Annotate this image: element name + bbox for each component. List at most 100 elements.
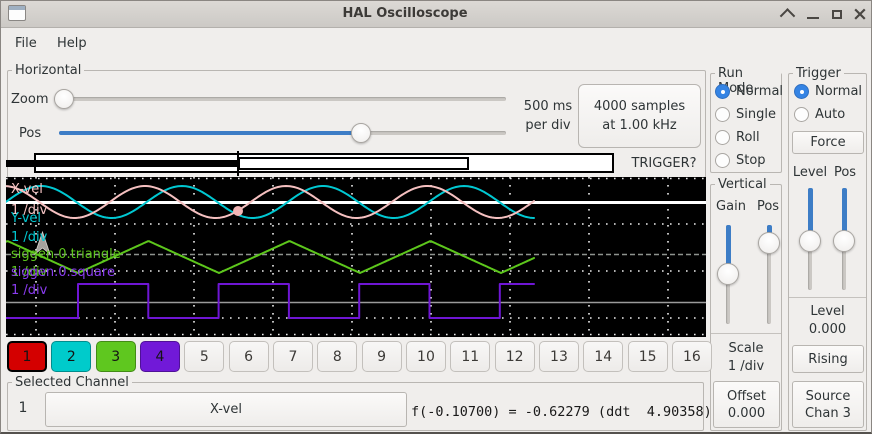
run-mode-single-radio-icon[interactable]	[715, 107, 730, 122]
pos-slider-handle[interactable]	[351, 123, 371, 143]
horizontal-frame-label: Horizontal	[12, 63, 85, 78]
maximize-button[interactable]	[825, 1, 849, 27]
channel-button-2[interactable]: 2	[51, 341, 92, 372]
minimize-button[interactable]	[801, 1, 825, 27]
vertical-offset-label: Offset	[726, 388, 767, 404]
trigger-mode-auto[interactable]: Auto	[794, 107, 862, 122]
vertical-pos-label: Pos	[756, 199, 780, 214]
window-title: HAL Oscilloscope	[342, 6, 468, 21]
run-mode-stop-radio-icon[interactable]	[715, 153, 730, 168]
trigger-source-label: Source	[805, 388, 851, 404]
trigger-frame: Trigger Normal Auto	[788, 66, 867, 431]
channel-button-7[interactable]: 7	[272, 341, 313, 372]
trigger-pos-handle[interactable]	[833, 230, 855, 252]
vertical-frame-label: Vertical	[715, 177, 770, 192]
channel-button-11[interactable]: 11	[450, 341, 491, 372]
trigger-force-button[interactable]: Force	[792, 131, 864, 154]
zoom-label: Zoom	[11, 92, 49, 107]
trigger-options: Normal Auto	[794, 84, 862, 130]
channel-button-16[interactable]: 16	[671, 341, 712, 372]
window-icon	[8, 5, 26, 21]
vertical-gain-slider[interactable]	[717, 225, 739, 324]
scope-channel-name-x-vel: X-vel	[11, 182, 43, 197]
trigger-pos-slider[interactable]	[833, 188, 855, 290]
shade-button[interactable]	[775, 1, 799, 27]
trigger-level-readout-value: 0.000	[808, 322, 847, 337]
run-mode-roll-radio-icon[interactable]	[715, 130, 730, 145]
trigger-pos-fill	[841, 188, 847, 241]
channel-button-4[interactable]: 4	[139, 341, 180, 372]
vertical-offset-value: 0.000	[727, 405, 766, 421]
menu-file[interactable]: File	[15, 36, 37, 51]
zoom-slider-handle[interactable]	[54, 89, 74, 109]
minimize-icon	[807, 17, 819, 19]
run-mode-options: Normal Single Roll Stop	[715, 84, 783, 176]
selected-channel-frame-label: Selected Channel	[12, 375, 132, 390]
vertical-scale-value: 1 /div	[727, 359, 765, 374]
channel-button-10[interactable]: 10	[405, 341, 446, 372]
position-cursor-icon	[34, 230, 51, 256]
selected-channel-number: 1	[18, 400, 28, 416]
trigger-divider	[789, 297, 866, 298]
run-mode-single-label: Single	[736, 107, 776, 122]
trigger-level-handle[interactable]	[799, 230, 821, 252]
channel-button-1[interactable]: 1	[7, 341, 47, 372]
run-mode-normal-radio-icon[interactable]	[715, 84, 730, 99]
zoom-slider-track[interactable]	[54, 97, 506, 101]
timebase-readout: 500 ms per div	[513, 97, 583, 135]
vertical-gain-handle[interactable]	[717, 263, 739, 285]
title-bar[interactable]: HAL Oscilloscope ×	[1, 1, 871, 28]
trigger-position-marker[interactable]	[237, 151, 239, 176]
vertical-pos-handle[interactable]	[758, 232, 780, 254]
vertical-divider	[711, 333, 781, 334]
trigger-mode-auto-label: Auto	[815, 107, 846, 122]
menu-help[interactable]: Help	[57, 36, 87, 51]
waveform-plot	[5, 177, 706, 337]
channel-button-13[interactable]: 13	[538, 341, 579, 372]
close-button[interactable]: ×	[848, 1, 872, 27]
pos-label: Pos	[19, 126, 42, 141]
channel-button-12[interactable]: 12	[494, 341, 535, 372]
scope-channel-name-y-vel: Y-vel	[11, 211, 42, 226]
trigger-source-button[interactable]: Source Chan 3	[792, 381, 864, 428]
run-mode-roll-label: Roll	[736, 130, 760, 145]
scope-channel-scale-siggen-0-triangle: 1 /div	[11, 265, 48, 280]
trigger-mode-normal-radio-icon[interactable]	[794, 84, 809, 99]
scope-channel-scale-siggen-0-square: 1 /div	[11, 283, 48, 298]
selected-channel-name-button[interactable]: X-vel	[45, 392, 407, 427]
run-mode-roll[interactable]: Roll	[715, 130, 783, 145]
channel-button-5[interactable]: 5	[184, 341, 225, 372]
trigger-mode-normal[interactable]: Normal	[794, 84, 862, 99]
vertical-frame: Vertical	[710, 177, 782, 431]
channel-button-15[interactable]: 15	[627, 341, 668, 372]
samples-button[interactable]: 4000 samples at 1.00 kHz	[578, 84, 701, 148]
channel-button-9[interactable]: 9	[361, 341, 402, 372]
trigger-status-label: TRIGGER?	[631, 156, 697, 171]
selected-channel-readout: f(-0.10700) = -0.62279 (ddt 4.90358)	[411, 404, 712, 420]
horizontal-pos-slider[interactable]	[59, 123, 506, 143]
channel-button-6[interactable]: 6	[228, 341, 269, 372]
close-icon: ×	[852, 2, 868, 25]
channel-button-3[interactable]: 3	[95, 341, 136, 372]
run-mode-stop[interactable]: Stop	[715, 153, 783, 168]
trigger-mode-auto-radio-icon[interactable]	[794, 107, 809, 122]
channel-button-14[interactable]: 14	[583, 341, 624, 372]
run-mode-normal[interactable]: Normal	[715, 84, 783, 99]
scope-display[interactable]: X-vel 1 /div Y-vel 1 /div siggen.0.triangle 1…	[5, 177, 706, 337]
horizontal-zoom-slider[interactable]	[54, 89, 506, 109]
selected-channel-frame: Selected Channel	[7, 375, 704, 431]
run-mode-single[interactable]: Single	[715, 107, 783, 122]
trigger-edge-button[interactable]: Rising	[792, 345, 864, 373]
scope-channel-scale-y-vel: 1 /div	[11, 230, 48, 245]
trigger-level-slider-label: Level	[792, 165, 828, 180]
trigger-mode-normal-label: Normal	[815, 84, 863, 99]
samples-count: 4000 samples	[593, 99, 686, 114]
timebase-per-div-value: 500 ms	[523, 99, 573, 114]
channel-button-8[interactable]: 8	[317, 341, 358, 372]
vertical-gain-label: Gain	[716, 199, 746, 214]
vertical-pos-slider[interactable]	[758, 225, 780, 324]
trigger-pos-slider-label: Pos	[833, 165, 857, 180]
vertical-pos-track[interactable]	[767, 225, 771, 324]
trigger-level-slider[interactable]	[799, 188, 821, 290]
vertical-offset-button[interactable]: Offset 0.000	[713, 381, 780, 428]
